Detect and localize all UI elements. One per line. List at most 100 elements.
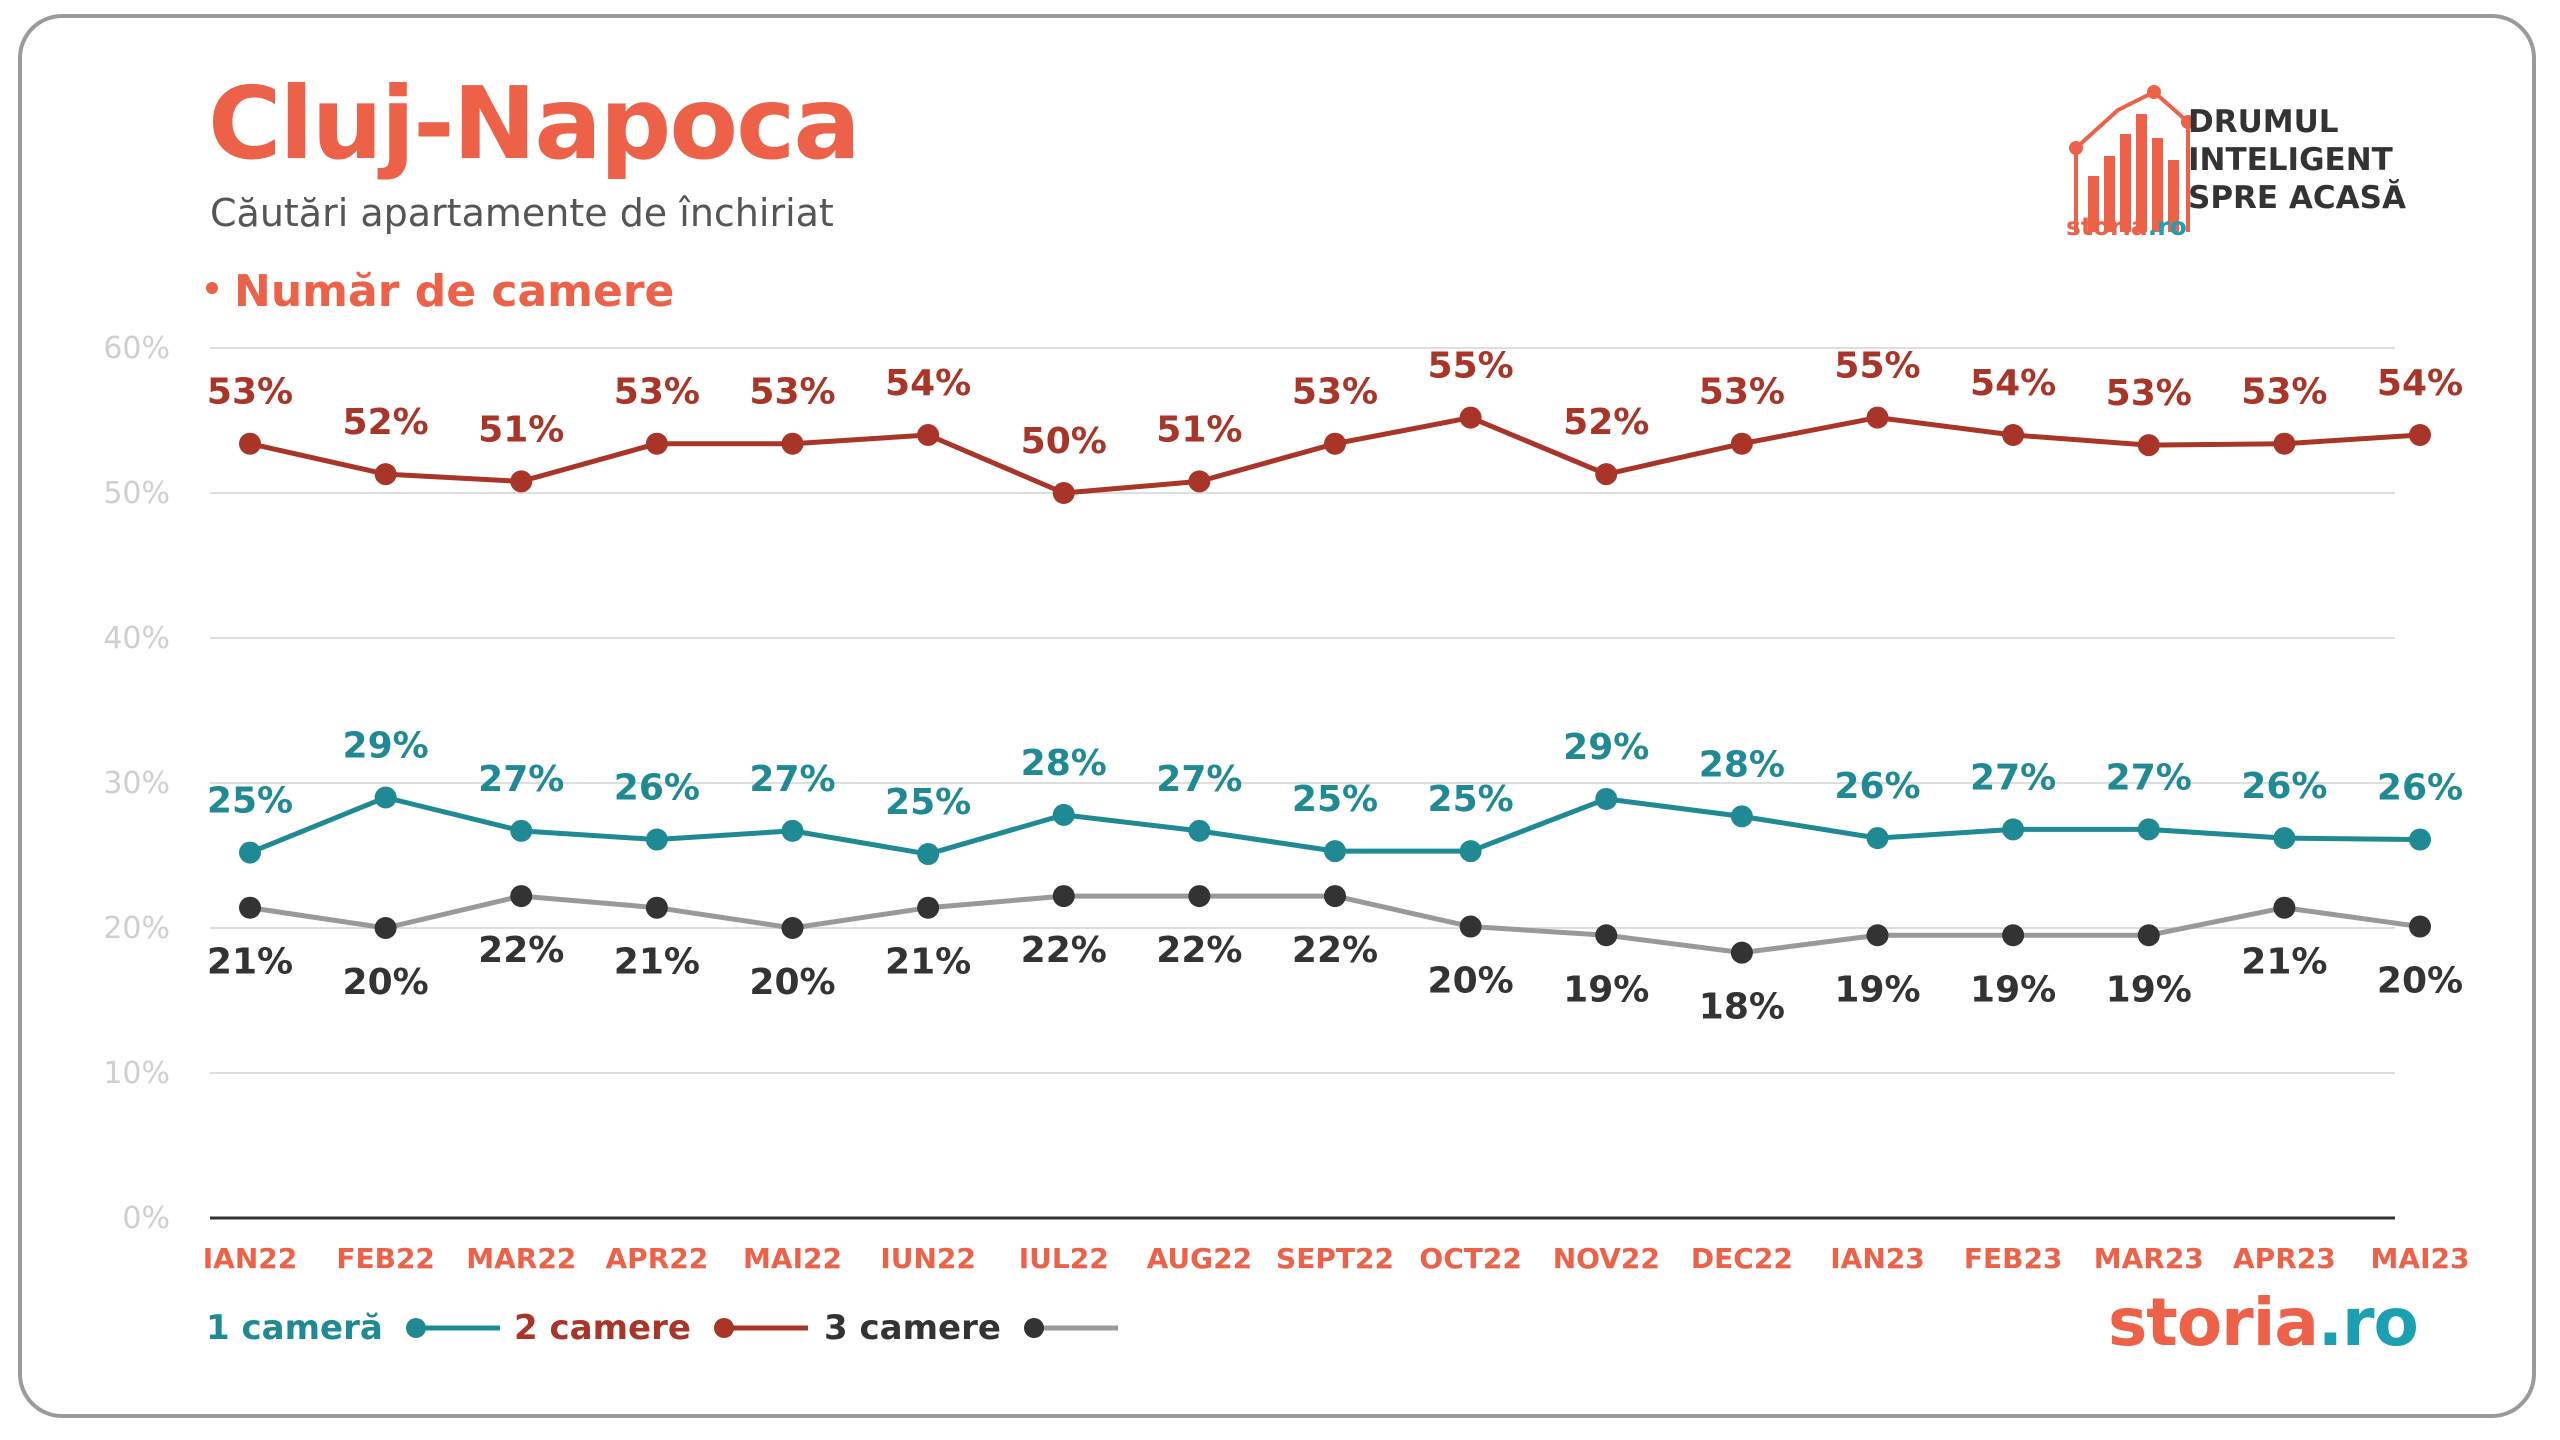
- x-tick-label: MAR23: [2094, 1242, 2204, 1275]
- data-point: [1730, 941, 1753, 964]
- data-point: [2002, 818, 2025, 841]
- data-point: [1866, 406, 1889, 429]
- data-label: 28%: [1021, 743, 1107, 784]
- data-label: 26%: [2377, 768, 2463, 809]
- data-label: 53%: [2106, 373, 2192, 414]
- data-point: [2002, 924, 2025, 947]
- data-point: [917, 424, 940, 446]
- legend-label-2-camere: 2 camere: [514, 1308, 691, 1348]
- data-label: 51%: [478, 409, 564, 450]
- data-label: 22%: [478, 930, 564, 971]
- data-label: 27%: [1970, 757, 2056, 798]
- x-tick-label: AUG22: [1147, 1242, 1253, 1275]
- data-label: 25%: [885, 782, 971, 823]
- data-point: [2409, 828, 2431, 851]
- data-label: 21%: [2241, 942, 2327, 983]
- section-heading-text: Număr de camere: [234, 266, 675, 317]
- logo-tagline-line-3: SPRE ACASĂ: [2188, 179, 2406, 216]
- data-label: 21%: [885, 942, 971, 983]
- data-point: [374, 917, 397, 939]
- legend-line-marker-icon: [405, 1318, 500, 1338]
- data-point: [645, 432, 668, 455]
- y-tick-label: 20%: [103, 911, 170, 946]
- y-tick-label: 0%: [122, 1201, 170, 1236]
- data-label: 53%: [1699, 372, 1785, 413]
- logo-wordmark-small: storia.ro: [2066, 214, 2187, 239]
- data-point: [2137, 924, 2160, 947]
- data-label: 20%: [343, 962, 429, 1003]
- data-point: [510, 819, 533, 842]
- data-label: 50%: [1021, 421, 1107, 462]
- data-point: [2409, 915, 2431, 938]
- brand-part-a: storia: [2108, 1284, 2319, 1361]
- data-label: 21%: [207, 942, 293, 983]
- x-tick-label: DEC22: [1691, 1242, 1793, 1275]
- data-point: [1595, 463, 1618, 486]
- data-label: 53%: [207, 372, 293, 413]
- x-tick-label: MAI22: [743, 1242, 842, 1275]
- data-label: 54%: [2377, 363, 2463, 404]
- data-point: [374, 786, 397, 809]
- chart-frame: [18, 14, 2536, 1418]
- data-label: 20%: [1428, 961, 1514, 1002]
- x-tick-label: MAI23: [2371, 1242, 2470, 1275]
- data-point: [239, 432, 261, 455]
- x-tick-label: IAN22: [203, 1242, 298, 1275]
- series-line: [249, 415, 2421, 496]
- data-label: 19%: [2106, 969, 2192, 1010]
- data-point: [239, 896, 261, 919]
- data-point: [1324, 840, 1346, 863]
- data-label: 22%: [1021, 930, 1107, 971]
- data-point: [1188, 885, 1211, 908]
- data-point: [1324, 885, 1346, 908]
- data-point: [2273, 432, 2296, 455]
- data-point: [2273, 827, 2296, 850]
- x-tick-label: IAN23: [1830, 1242, 1925, 1275]
- data-label: 27%: [1156, 759, 1242, 800]
- y-tick-label: 60%: [103, 331, 170, 366]
- data-label: 27%: [2106, 757, 2192, 798]
- data-label: 54%: [885, 363, 971, 404]
- data-label: 52%: [1563, 402, 1649, 443]
- data-point: [510, 470, 533, 493]
- data-label: 26%: [1834, 766, 1920, 807]
- x-tick-label: NOV22: [1553, 1242, 1660, 1275]
- x-tick-label: FEB23: [1964, 1242, 2063, 1275]
- data-label: 20%: [2377, 961, 2463, 1002]
- storia-brand-logo: storia.ro: [2108, 1290, 2419, 1356]
- storia-house-logo-icon: [2069, 85, 2195, 232]
- logo-tagline-line-1: DRUMUL: [2188, 104, 2339, 140]
- data-label: 55%: [1428, 346, 1514, 387]
- data-point: [2409, 424, 2431, 446]
- data-point: [781, 819, 804, 842]
- chart-subtitle: Căutări apartamente de închiriat: [210, 191, 834, 235]
- data-point: [2273, 896, 2296, 919]
- data-point: [510, 885, 533, 908]
- x-tick-label: IUN22: [880, 1242, 976, 1275]
- x-tick-label: MAR22: [466, 1242, 576, 1275]
- data-point: [1052, 885, 1075, 908]
- data-label: 25%: [1292, 779, 1378, 820]
- data-label: 27%: [749, 759, 835, 800]
- data-point: [1730, 432, 1753, 455]
- legend-label-3-camere: 3 camere: [824, 1308, 1001, 1348]
- data-point: [1188, 470, 1211, 493]
- data-label: 53%: [749, 372, 835, 413]
- data-label: 53%: [1292, 372, 1378, 413]
- data-label: 53%: [2241, 372, 2327, 413]
- data-point: [1459, 915, 1482, 938]
- logo-tagline: DRUMUL INTELIGENT SPRE ACASĂ: [2188, 104, 2406, 217]
- data-label: 26%: [614, 768, 700, 809]
- legend-item-3-camere: 3 camere: [824, 1306, 1120, 1350]
- data-label: 29%: [1563, 727, 1649, 768]
- legend-line-marker-icon: [714, 1318, 808, 1338]
- legend-item-2-camere: 2 camere: [514, 1306, 810, 1350]
- x-tick-label: FEB22: [336, 1242, 435, 1275]
- data-point: [645, 828, 668, 851]
- data-label: 25%: [1428, 779, 1514, 820]
- x-tick-label: IUL22: [1019, 1242, 1109, 1275]
- x-tick-label: SEPT22: [1276, 1242, 1394, 1275]
- data-point: [917, 896, 940, 919]
- data-label: 29%: [343, 726, 429, 767]
